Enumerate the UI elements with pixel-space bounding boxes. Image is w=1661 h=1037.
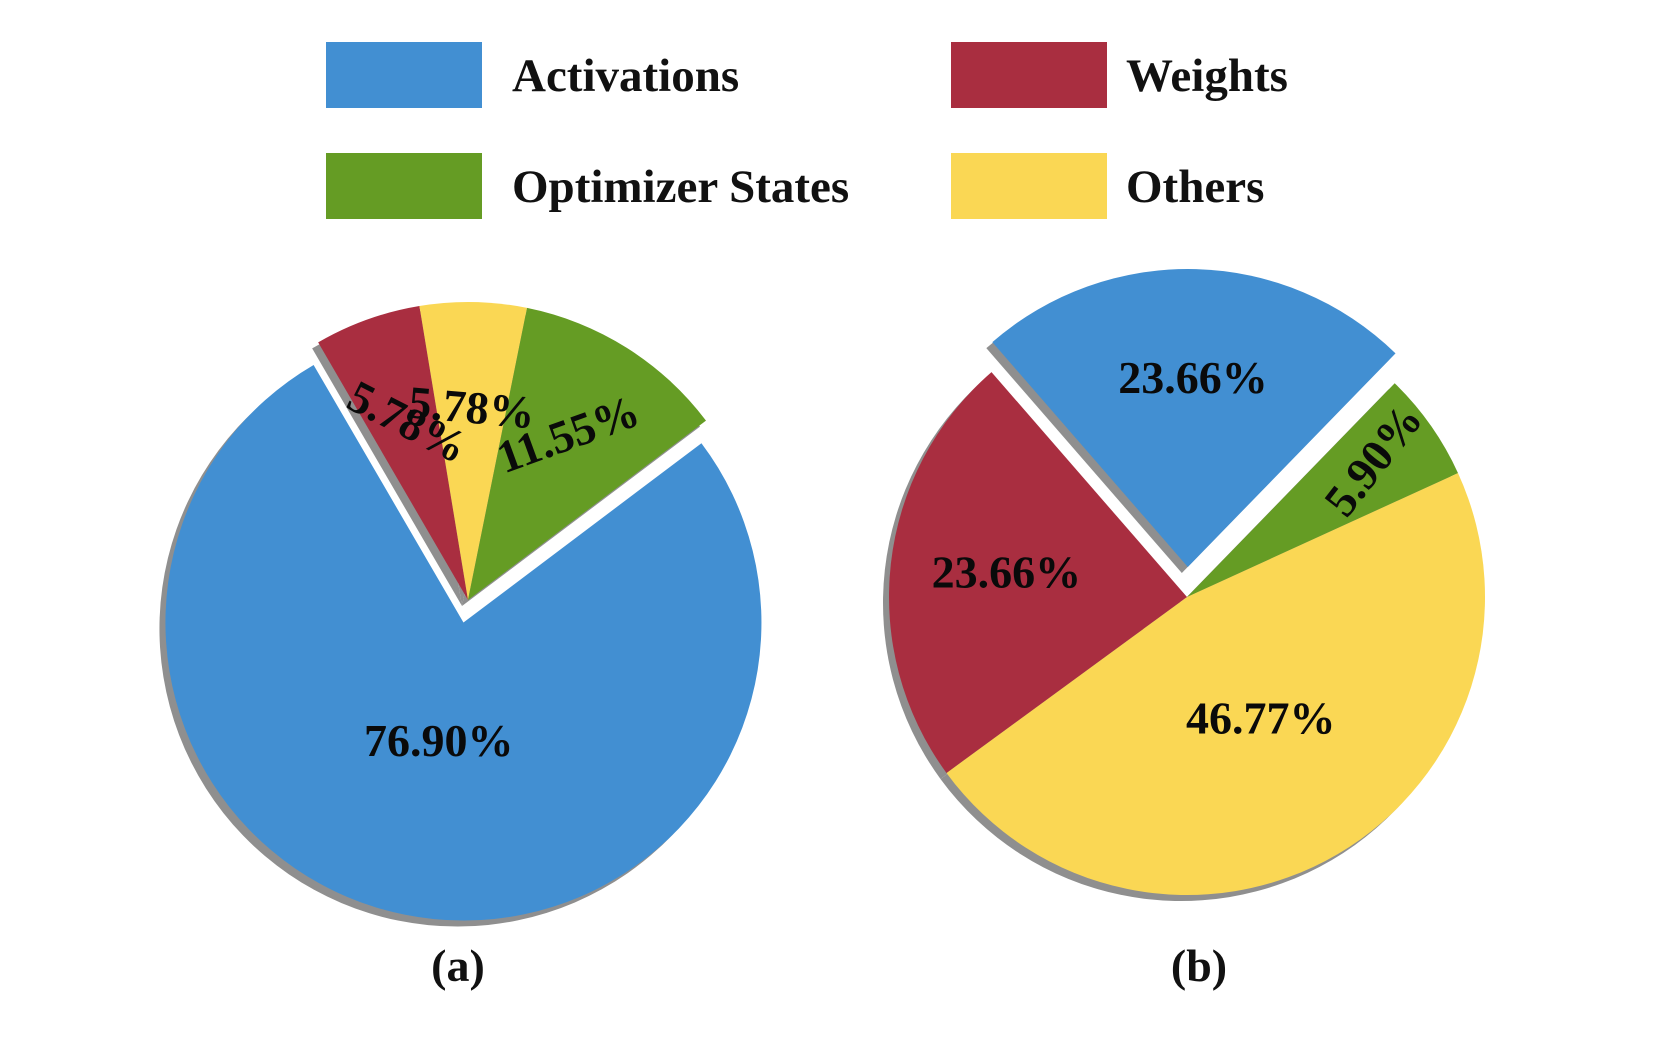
- slice-a-others: [419, 301, 528, 600]
- slice-label-b-others: 46.77%: [1186, 693, 1336, 744]
- slice-label-b-activations: 23.66%: [1118, 352, 1268, 403]
- pie-chart-b: 23.66%5.90%46.77%23.66%: [882, 269, 1486, 902]
- slice-b-others: [946, 473, 1486, 896]
- caption-a: (a): [431, 940, 485, 991]
- slice-b-weights: [888, 372, 1187, 773]
- caption-b: (b): [1171, 940, 1227, 991]
- slice-b-optimizer: [1187, 383, 1459, 597]
- legend-label-activations: Activations: [512, 50, 739, 102]
- slice-a-activations: [165, 364, 762, 921]
- legend-label-weights: Weights: [1126, 50, 1288, 102]
- legend: Activations Weights Optimizer States Oth…: [326, 42, 1288, 219]
- legend-swatch-optimizer-states: [326, 153, 482, 219]
- legend-swatch-others: [951, 153, 1107, 219]
- legend-swatch-weights: [951, 42, 1107, 108]
- pie-chart-a: 76.90%5.78%5.78%11.55%: [159, 301, 762, 927]
- slice-a-weights: [318, 305, 468, 600]
- legend-swatch-activations: [326, 42, 482, 108]
- slice-label-b-weights: 23.66%: [932, 546, 1082, 597]
- legend-label-optimizer-states: Optimizer States: [512, 161, 849, 213]
- slice-b-activations: [992, 269, 1396, 568]
- legend-label-others: Others: [1126, 161, 1264, 213]
- slice-label-a-others: 5.78%: [406, 376, 536, 438]
- slice-a-optimizer: [468, 307, 706, 600]
- slice-label-a-activations: 76.90%: [364, 715, 514, 766]
